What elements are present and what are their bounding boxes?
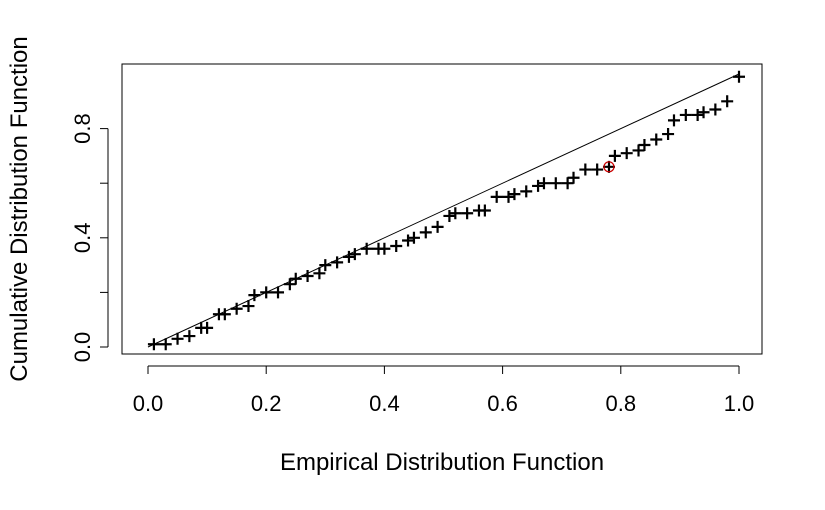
data-point: [283, 278, 296, 291]
data-point: [591, 163, 604, 176]
data-point: [360, 242, 373, 255]
data-point: [443, 209, 456, 222]
x-tick-label: 0.6: [487, 391, 518, 416]
data-point: [407, 231, 420, 244]
data-point: [342, 250, 355, 263]
data-point: [502, 190, 515, 203]
data-point: [632, 144, 645, 157]
data-point: [272, 286, 285, 299]
data-point: [667, 114, 680, 127]
data-point: [248, 289, 261, 302]
data-point: [508, 188, 521, 201]
data-point: [662, 128, 675, 141]
data-point: [691, 108, 704, 121]
data-point: [461, 207, 474, 220]
data-point: [390, 239, 403, 252]
highlighted-point-circle: [603, 161, 615, 173]
data-point: [608, 149, 621, 162]
data-point: [620, 147, 633, 160]
y-tick-label: 0.4: [70, 223, 95, 254]
highlight-layer: [603, 161, 615, 173]
data-point: [313, 267, 326, 280]
data-point: [602, 160, 615, 173]
data-point: [520, 185, 533, 198]
data-point: [709, 103, 722, 116]
x-tick-label: 0.2: [251, 391, 282, 416]
data-point: [679, 108, 692, 121]
data-point: [579, 163, 592, 176]
x-axis: 0.0 0.2 0.4 0.6 0.8 1.0: [133, 365, 755, 416]
data-point: [242, 300, 255, 313]
y-tick-label: 0.0: [70, 332, 95, 363]
data-point: [348, 248, 361, 261]
data-point: [319, 259, 332, 272]
data-point: [260, 286, 273, 299]
data-point: [378, 242, 391, 255]
data-points-layer: [147, 70, 745, 351]
data-point: [561, 177, 574, 190]
x-tick-label: 0.4: [369, 391, 400, 416]
data-point: [537, 177, 550, 190]
data-point: [171, 332, 184, 345]
x-axis-title: Empirical Distribution Function: [280, 449, 604, 476]
data-point: [183, 330, 196, 343]
x-tick-label: 0.8: [606, 391, 637, 416]
data-point: [419, 226, 432, 239]
data-point: [289, 272, 302, 285]
data-point: [331, 256, 344, 269]
data-point: [567, 171, 580, 184]
data-point: [301, 270, 314, 283]
data-point: [478, 204, 491, 217]
y-axis-title: Cumulative Distribution Function: [6, 36, 33, 381]
data-point: [733, 70, 745, 83]
data-point: [490, 190, 503, 203]
data-point: [431, 220, 444, 233]
reference-diagonal-line: [147, 73, 740, 348]
plot-frame: [121, 63, 763, 355]
data-point: [532, 179, 545, 192]
data-point: [159, 338, 172, 351]
data-point: [402, 234, 415, 247]
data-point: [449, 207, 462, 220]
data-point: [549, 177, 562, 190]
data-point: [721, 95, 734, 108]
reference-line-layer: [147, 73, 740, 348]
x-tick-label: 0.0: [133, 391, 164, 416]
data-point: [230, 302, 243, 315]
x-tick-label: 1.0: [724, 391, 755, 416]
y-tick-label: 0.8: [70, 113, 95, 144]
data-point: [201, 321, 214, 334]
data-point: [638, 138, 651, 151]
data-point: [650, 133, 663, 146]
data-point: [218, 308, 231, 321]
data-point: [697, 106, 710, 119]
y-axis: 0.0 0.4 0.8: [70, 113, 109, 363]
data-point: [147, 338, 160, 351]
